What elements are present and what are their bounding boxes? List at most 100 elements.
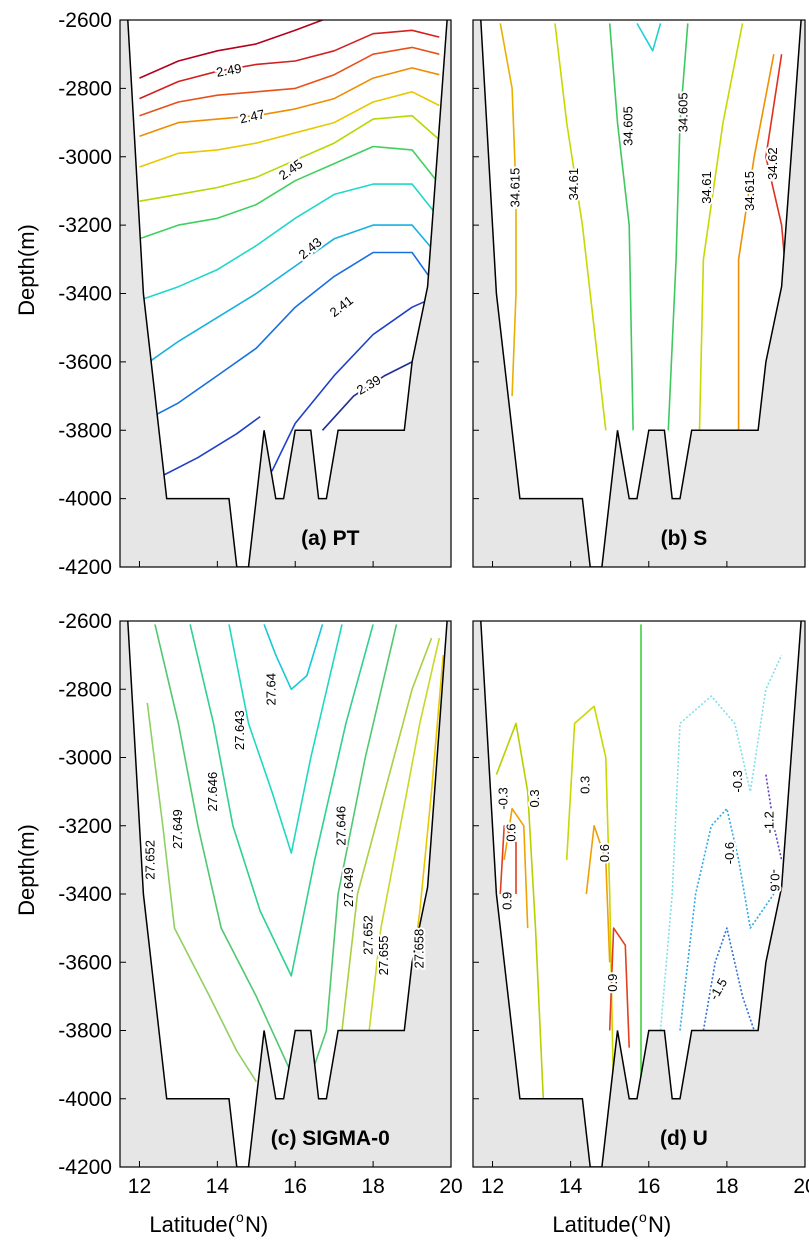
contour-label-halo: 27.649 <box>170 809 185 849</box>
contour-label-halo: 0.3 <box>578 776 593 794</box>
contour-label: 34.61 <box>566 168 581 201</box>
panel-title: (c) SIGMA-0 <box>271 1127 390 1150</box>
contour-line <box>608 23 634 431</box>
contour-label: 27.658 <box>411 929 426 969</box>
contour-line <box>565 705 615 1099</box>
contour-line <box>263 624 324 691</box>
contour-label: 2.39 <box>354 372 383 398</box>
contour-label: 34.605 <box>675 92 690 132</box>
contour-line <box>499 825 517 895</box>
x-axis-label-left-tail: N) <box>245 1212 268 1237</box>
contour-line <box>702 927 755 1031</box>
contour-label-halo: 27.646 <box>205 772 220 812</box>
contour-line <box>368 637 441 1031</box>
y-tick-label: -3000 <box>58 747 112 770</box>
contour-line <box>608 927 630 1048</box>
contour-label: 27.643 <box>232 710 247 750</box>
y-tick-label: -3000 <box>58 146 112 169</box>
contour-line <box>139 114 440 202</box>
contour-line <box>139 251 433 425</box>
panel-title: (a) PT <box>301 527 360 550</box>
contour-line <box>341 637 433 1031</box>
x-tick-label: 16 <box>284 1175 307 1198</box>
contour-line <box>271 299 428 472</box>
y-tick-label: -3400 <box>58 883 112 906</box>
contour-label: -0.3 <box>730 770 745 792</box>
contour-line <box>139 145 440 240</box>
bathymetry-outline <box>127 621 448 1167</box>
contour-line <box>154 624 398 1100</box>
contour-line <box>636 23 662 52</box>
contour-label-halo: 0.9 <box>500 892 515 910</box>
contour-label: 0.3 <box>578 776 593 794</box>
contour-label-halo: -0.3 <box>730 770 745 792</box>
y-axis-label-top: Depth(m) <box>14 224 39 316</box>
contour-label: 0.9 <box>605 974 620 992</box>
y-tick-label: -2600 <box>58 9 112 32</box>
contour-line <box>503 807 529 929</box>
contour-label: 0.6 <box>597 844 612 862</box>
contour-lines-d <box>495 624 783 1099</box>
contour-label: 2.47 <box>238 106 266 126</box>
y-tick-label: -4000 <box>58 1088 112 1111</box>
contour-label-halo: 34.61 <box>566 168 581 201</box>
panel-d: -0.3-0.3 0.30.30.30.30.60.60.60.60.90.90.… <box>472 620 809 1198</box>
bathymetry-outline <box>480 20 802 567</box>
y-axis-label-bottom: Depth(m) <box>14 824 39 916</box>
x-tick-label: 12 <box>128 1175 151 1198</box>
bathymetry-fill <box>120 20 451 567</box>
contour-line <box>765 54 787 270</box>
x-tick-label: 16 <box>637 1175 660 1198</box>
panel-c: 27.6427.6427.64327.64327.64627.64627.649… <box>58 610 462 1198</box>
contour-label: 34.62 <box>765 147 780 180</box>
contour-label: 34.615 <box>742 171 757 211</box>
contour-label-halo: 2.49 <box>215 61 243 80</box>
contour-label-halo: 27.658 <box>411 929 426 969</box>
contour-label-halo: 0.3 <box>527 789 542 807</box>
contour-label-halo: -0.3 <box>496 787 511 809</box>
contour-label: 2.49 <box>215 61 243 80</box>
x-axis-label-right-sup: o <box>639 1209 647 1225</box>
contour-label-halo: 34.61 <box>699 171 714 204</box>
y-tick-label: -3400 <box>58 283 112 306</box>
contour-label: 0.6 <box>503 824 518 842</box>
contour-label: -0.6 <box>722 842 737 864</box>
contour-label-halo: 27.643 <box>232 710 247 750</box>
contour-label: 27.646 <box>205 772 220 812</box>
contour-line <box>765 774 783 861</box>
x-tick-label: 18 <box>361 1175 384 1198</box>
contour-line <box>659 654 783 1031</box>
x-axis-label-right-tail: N) <box>648 1212 671 1237</box>
contour-label-halo: 27.652 <box>143 840 158 880</box>
y-tick-label: -3800 <box>58 419 112 442</box>
contour-label: 34.615 <box>507 168 522 208</box>
x-tick-label: 14 <box>206 1175 230 1198</box>
y-tick-label: -3600 <box>58 351 112 374</box>
contour-line <box>228 624 343 854</box>
contour-line <box>139 46 440 117</box>
y-tick-label: -2800 <box>58 77 112 100</box>
contour-label-halo: 34.605 <box>675 92 690 132</box>
contour-line <box>139 183 440 302</box>
contour-label: 27.649 <box>170 809 185 849</box>
x-axis-label-left: Latitude( <box>149 1212 235 1237</box>
contour-line <box>139 20 323 79</box>
contour-label-halo: 34.615 <box>507 168 522 208</box>
contour-lines-c <box>146 624 444 1100</box>
contour-label-halo: 34.605 <box>621 106 636 146</box>
y-tick-label: -4200 <box>58 1156 112 1179</box>
contour-line <box>679 807 775 1031</box>
contour-lines-a <box>139 20 440 483</box>
bathymetry-outline <box>127 20 448 567</box>
y-tick-label: -3600 <box>58 951 112 974</box>
contour-label: -0.3 <box>496 787 511 809</box>
contour-label-halo: 0.6 <box>503 824 518 842</box>
bathymetry-outline <box>480 621 802 1167</box>
contour-line <box>139 224 437 370</box>
x-axis-label-right: Latitude( <box>552 1212 638 1237</box>
panel-a: 2.492.492.472.472.452.452.432.432.412.41… <box>58 9 452 579</box>
x-axis-label-left-sup: o <box>236 1209 244 1225</box>
y-tick-label: -3800 <box>58 1020 112 1043</box>
